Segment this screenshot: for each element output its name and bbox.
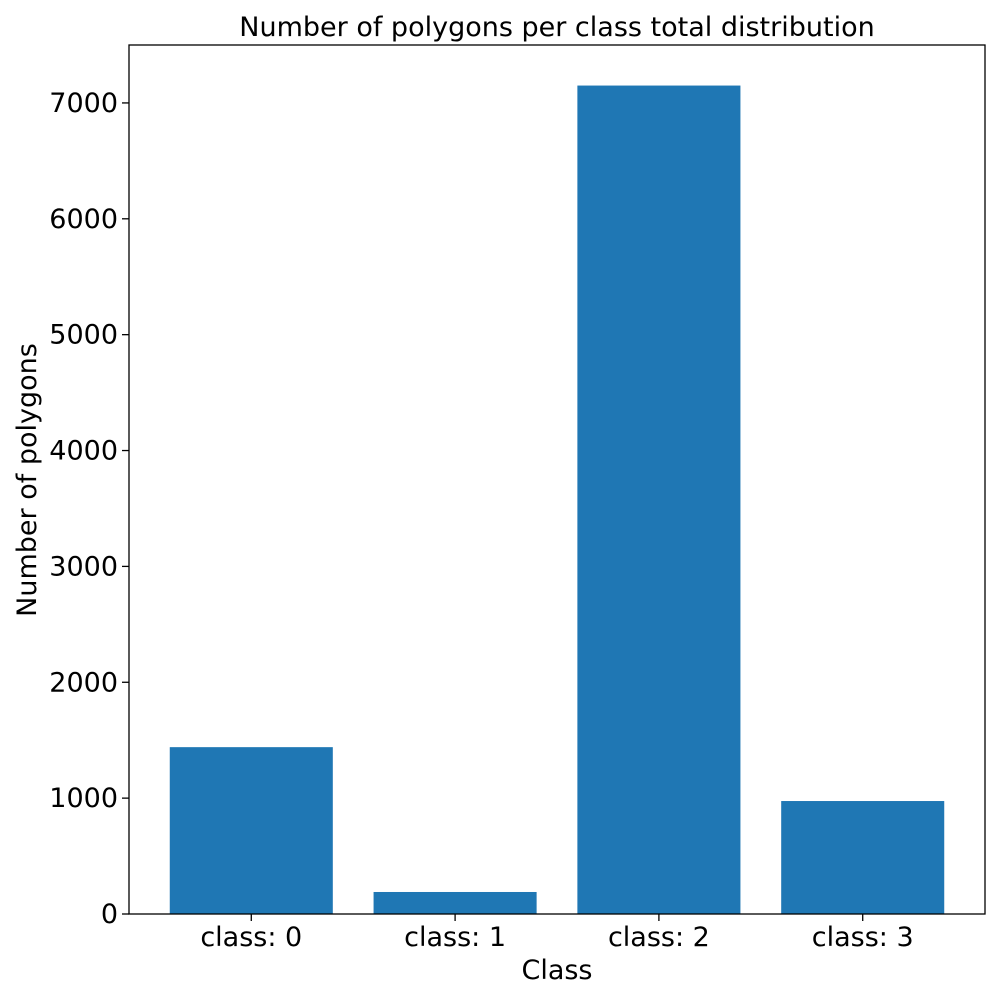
- x-tick-label-3: class: 3: [812, 922, 914, 953]
- bar-2: [577, 85, 741, 914]
- y-tick-label-6: 6000: [49, 204, 118, 235]
- y-tick-label-0: 0: [101, 899, 118, 930]
- y-tick-label-7: 7000: [49, 88, 118, 119]
- y-tick-label-1: 1000: [49, 783, 118, 814]
- x-axis-label: Class: [521, 955, 592, 986]
- x-tick-label-2: class: 2: [608, 922, 710, 953]
- y-tick-label-3: 3000: [49, 551, 118, 582]
- y-axis-label: Number of polygons: [12, 343, 43, 617]
- bar-0: [169, 747, 333, 914]
- x-axis-ticks: class: 0 class: 1 class: 2 class: 3: [200, 914, 914, 953]
- x-tick-label-0: class: 0: [200, 922, 302, 953]
- x-tick-label-1: class: 1: [404, 922, 506, 953]
- y-tick-label-2: 2000: [49, 667, 118, 698]
- bar-3: [781, 801, 945, 914]
- y-axis-ticks: 0 1000 2000 3000 4000 5000 6000 7000: [49, 88, 129, 930]
- bar-1: [373, 891, 537, 914]
- bars-group: [169, 85, 945, 914]
- y-tick-label-5: 5000: [49, 320, 118, 351]
- chart-title: Number of polygons per class total distr…: [239, 12, 874, 43]
- plot-frame: [128, 44, 986, 915]
- y-tick-label-4: 4000: [49, 436, 118, 467]
